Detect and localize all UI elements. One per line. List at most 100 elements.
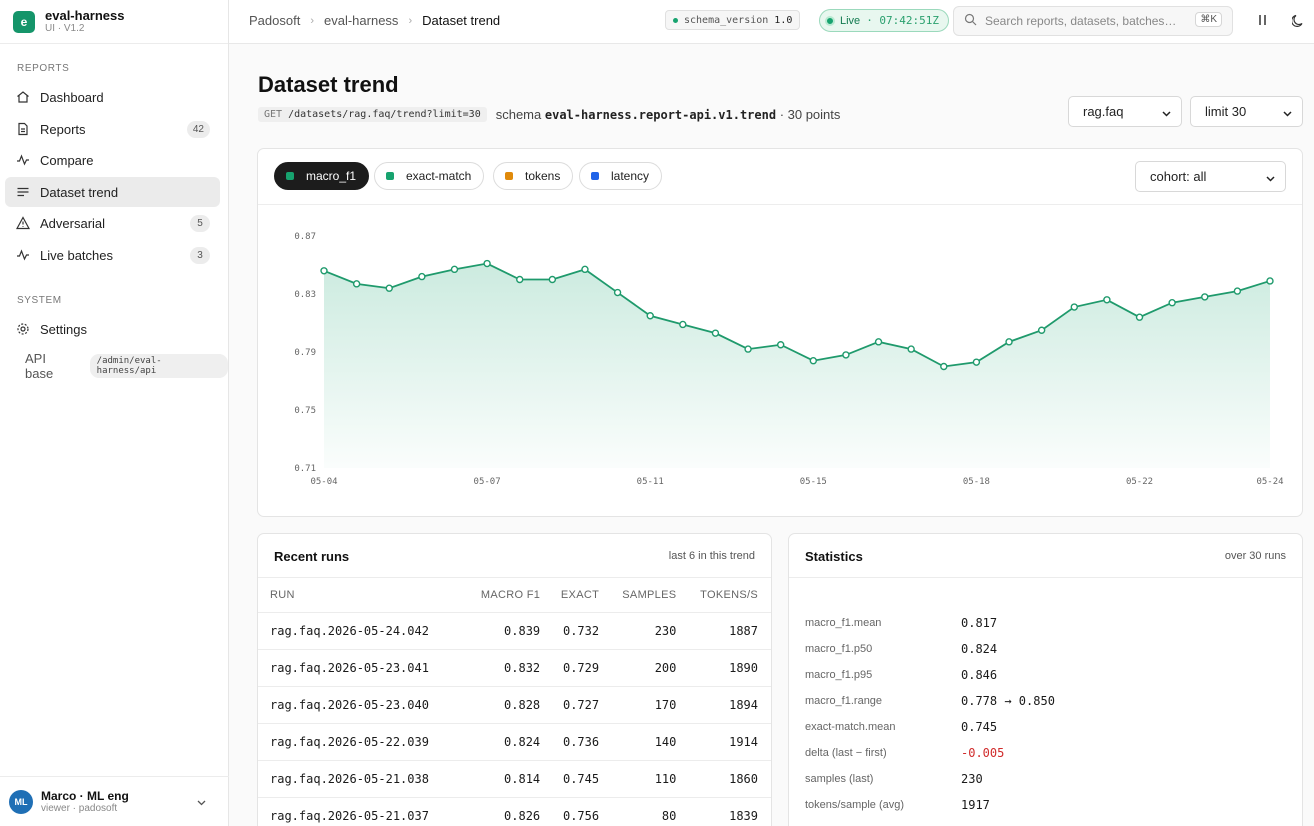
stat-key: tokens/sample (avg) (805, 799, 905, 811)
data-point (744, 345, 752, 353)
data-point (1168, 298, 1176, 307)
y-tick-label: 0.87 (294, 232, 316, 242)
series-swatch (386, 172, 394, 180)
moon-icon[interactable] (1291, 13, 1306, 32)
table-row[interactable]: rag.faq.2026-05-23.041 0.832 0.729 200 1890 (258, 649, 771, 687)
chevron-down-icon (1282, 107, 1293, 122)
sidebar-item-label: Dashboard (40, 89, 104, 105)
table-row[interactable]: rag.faq.2026-05-24.042 0.839 0.732 230 1887 (258, 612, 771, 650)
y-tick-label: 0.75 (294, 406, 316, 416)
sidebar-item-compare[interactable]: Compare (5, 145, 220, 175)
run-id-cell: rag.faq.2026-05-24.042 (258, 612, 470, 650)
value-cell: 1890 (689, 649, 771, 687)
tab-label: latency (611, 169, 650, 183)
file-icon (15, 121, 31, 137)
chevron-down-icon[interactable] (196, 795, 207, 813)
endpoint-chip: GET/datasets/rag.faq/trend?limit=30 (258, 107, 487, 122)
run-id-cell: rag.faq.2026-05-22.039 (258, 723, 470, 761)
series-area (324, 263, 1270, 468)
table-row[interactable]: rag.faq.2026-05-21.038 0.814 0.745 110 1860 (258, 760, 771, 798)
cohort-select[interactable]: cohort: all (1135, 161, 1286, 192)
recent-runs-card: Recent runs last 6 in this trend RUN MAC… (257, 533, 772, 826)
app-logo: e (13, 10, 35, 33)
data-point (320, 267, 328, 275)
value-cell: 0.828 (469, 686, 554, 724)
stat-key: samples (last) (805, 773, 874, 785)
tab-latency[interactable]: latency (579, 162, 663, 190)
table-row[interactable]: rag.faq.2026-05-23.040 0.828 0.727 170 1894 (258, 686, 771, 724)
data-point (940, 362, 948, 371)
column-header[interactable]: MACRO F1 (469, 578, 554, 613)
http-method: GET (264, 109, 283, 120)
endpoint-info: GET/datasets/rag.faq/trend?limit=30 sche… (258, 107, 840, 122)
column-header[interactable]: RUN (258, 578, 470, 613)
sidebar-item-label: Adversarial (40, 215, 106, 231)
cohort-select-value: cohort: all (1150, 169, 1207, 184)
tab-exact-match[interactable]: exact-match (374, 162, 485, 190)
stat-row: macro_f1.p50 0.824 (805, 636, 1055, 662)
live-status-badge: Live · 07:42:51Z (819, 9, 950, 32)
stat-row: delta (last − first) -0.005 (805, 740, 1055, 766)
data-point (711, 329, 720, 337)
data-point (1070, 303, 1078, 311)
value-cell: 0.745 (553, 760, 613, 798)
dataset-select[interactable]: rag.faq (1068, 96, 1182, 127)
value-cell: 200 (612, 649, 690, 687)
breadcrumb-eval-harness[interactable]: eval-harness (324, 13, 399, 28)
search-placeholder: Search reports, datasets, batches… (985, 14, 1177, 28)
data-point (483, 259, 491, 268)
user-menu[interactable]: ML Marco · ML eng viewer · padosoft (0, 776, 229, 826)
series-swatch (286, 172, 294, 180)
data-point (1233, 287, 1242, 295)
column-header[interactable]: EXACT (553, 578, 613, 613)
column-header[interactable]: TOKENS/S (689, 578, 771, 613)
value-cell: 1860 (689, 760, 771, 798)
sidebar-item-reports[interactable]: Reports 42 (5, 114, 220, 144)
chevron-right-icon: › (408, 14, 413, 27)
value-cell: 230 (612, 612, 690, 650)
stat-key: exact-match.mean (805, 721, 896, 733)
sidebar-item-adversarial[interactable]: Adversarial 5 (5, 208, 220, 238)
schema-version-value: 1.0 (774, 14, 793, 26)
data-point (972, 358, 981, 366)
x-tick-label: 05-15 (800, 477, 827, 487)
sidebar-item-dataset-trend[interactable]: Dataset trend (5, 177, 220, 207)
data-point (1135, 313, 1144, 321)
statistics-card: Statistics over 30 runs macro_f1.mean 0.8… (788, 533, 1303, 826)
stat-row: samples (last) 230 (805, 766, 1055, 792)
avatar: ML (9, 789, 33, 814)
data-point (809, 356, 818, 365)
series-swatch (505, 172, 513, 180)
tab-macro-f1[interactable]: macro_f1 (274, 162, 370, 190)
tab-tokens[interactable]: tokens (493, 162, 574, 190)
breadcrumb-padosoft[interactable]: Padosoft (249, 13, 301, 28)
stat-key: macro_f1.range (805, 695, 883, 707)
value-cell: 0.756 (553, 797, 613, 826)
sidebar-item-live-batches[interactable]: Live batches 3 (5, 240, 220, 270)
table-row[interactable]: rag.faq.2026-05-22.039 0.824 0.736 140 1914 (258, 723, 771, 761)
limit-select[interactable]: limit 30 (1190, 96, 1303, 127)
sidebar-item-settings[interactable]: Settings (5, 314, 220, 344)
sidebar: e eval-harness UI · V1.2 REPORTS Dashboa… (0, 0, 229, 826)
lines-icon (15, 184, 31, 200)
stat-value: 0.846 (961, 668, 998, 682)
y-tick-label: 0.79 (294, 348, 316, 358)
home-icon (15, 89, 31, 105)
search-input[interactable]: Search reports, datasets, batches… ⌘K (953, 6, 1233, 36)
table-row[interactable]: rag.faq.2026-05-21.037 0.826 0.756 80 1839 (258, 797, 771, 826)
data-point (1266, 277, 1274, 285)
sidebar-item-dashboard[interactable]: Dashboard (5, 82, 220, 112)
pause-icon[interactable] (1257, 13, 1269, 32)
stat-key: delta (last − first) (805, 747, 887, 759)
brand[interactable]: e eval-harness UI · V1.2 (0, 0, 228, 44)
data-point (418, 272, 426, 281)
data-point (352, 280, 361, 288)
endpoint-path: /datasets/rag.faq/trend?limit=30 (288, 109, 481, 120)
run-id-cell: rag.faq.2026-05-21.038 (258, 760, 470, 798)
column-header[interactable]: SAMPLES (612, 578, 690, 613)
chevron-down-icon (1161, 107, 1172, 122)
status-dot-icon (673, 17, 678, 23)
data-point (1103, 296, 1111, 304)
table-header-row: RUN MACRO F1 EXACT SAMPLES TOKENS/S (258, 578, 771, 613)
api-base-label: API base (25, 351, 54, 381)
